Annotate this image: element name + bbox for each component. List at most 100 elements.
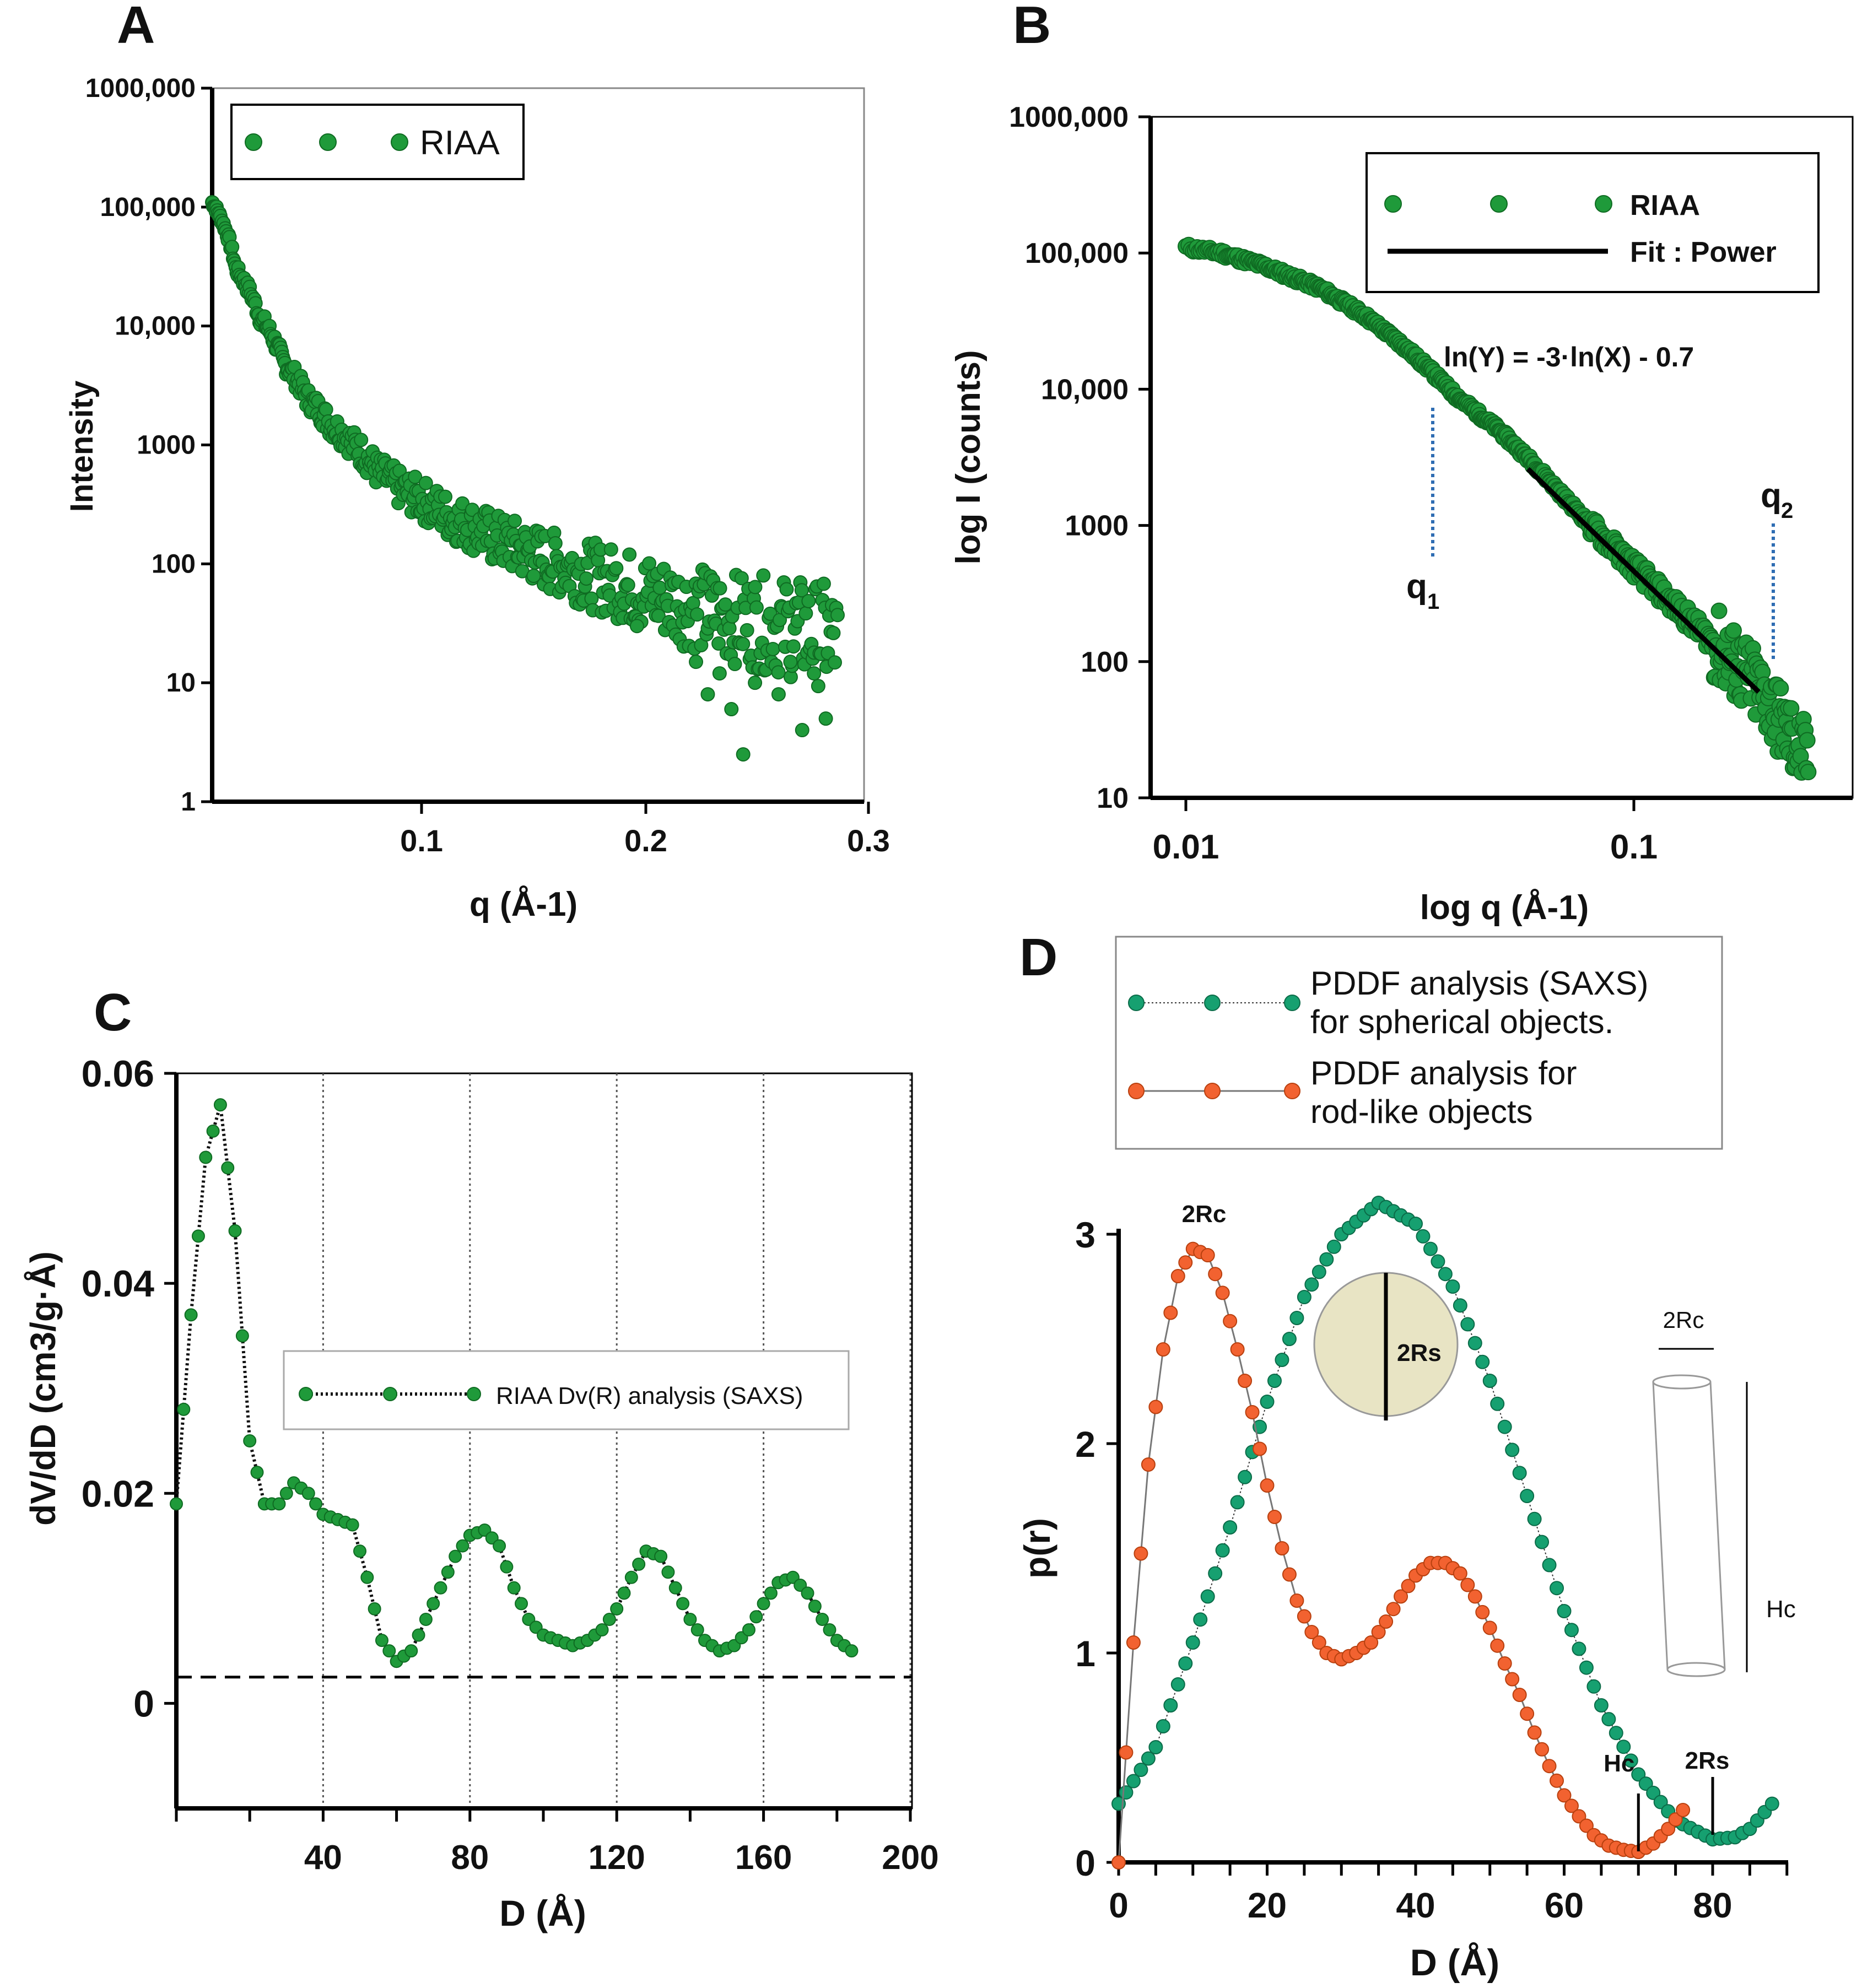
y-tick-label: 3 xyxy=(1075,1214,1095,1255)
x-tick-label: 40 xyxy=(304,1839,342,1877)
x-axis-label: log q (Å-1) xyxy=(1420,889,1589,927)
y-tick-label: 0.02 xyxy=(82,1473,154,1515)
x-tick-label: 0 xyxy=(1109,1886,1129,1925)
rod-side-right xyxy=(1709,1381,1726,1670)
data-point xyxy=(228,1224,242,1238)
data-point-spherical xyxy=(1260,1395,1275,1409)
x-tick-label: 60 xyxy=(1545,1886,1584,1925)
data-point xyxy=(1799,732,1816,749)
data-point-spherical xyxy=(1490,1396,1505,1411)
legend-marker xyxy=(319,133,337,151)
data-point xyxy=(1800,764,1817,781)
data-point xyxy=(184,1308,198,1322)
y-tick-label: 10 xyxy=(166,668,196,698)
data-point xyxy=(642,556,657,571)
data-point xyxy=(449,1549,462,1563)
data-point-rod xyxy=(1134,1546,1148,1561)
data-point-spherical xyxy=(1653,1795,1668,1809)
data-point xyxy=(1725,622,1742,639)
data-point xyxy=(798,606,813,621)
data-point xyxy=(199,1150,213,1164)
data-point-spherical xyxy=(1616,1740,1631,1754)
data-point-spherical xyxy=(1282,1332,1297,1346)
data-point xyxy=(1710,602,1728,619)
data-point-spherical xyxy=(1408,1217,1423,1231)
data-point xyxy=(795,723,809,738)
y-axis-label: log I (counts) xyxy=(949,350,987,564)
data-point-spherical xyxy=(1564,1623,1579,1638)
data-point-rod xyxy=(1111,1855,1126,1870)
data-point-rod xyxy=(1170,1269,1185,1283)
data-point xyxy=(786,639,801,654)
data-point-rod xyxy=(1267,1510,1282,1524)
data-point-spherical xyxy=(1623,1753,1638,1768)
data-point xyxy=(441,1565,455,1579)
data-point xyxy=(722,621,737,636)
legend-marker xyxy=(1128,995,1145,1011)
legend-marker xyxy=(383,1387,397,1401)
data-point xyxy=(500,1560,514,1574)
data-point xyxy=(749,600,764,615)
data-point xyxy=(749,1610,763,1624)
data-point xyxy=(427,1597,440,1611)
data-point-spherical xyxy=(1609,1726,1623,1741)
data-point xyxy=(690,607,705,622)
data-point xyxy=(734,571,749,586)
data-point-rod xyxy=(1467,1589,1482,1604)
data-point-spherical xyxy=(1594,1698,1609,1713)
data-point-spherical xyxy=(1119,1785,1134,1800)
data-point xyxy=(712,666,727,681)
data-point-spherical xyxy=(1475,1354,1490,1369)
data-point-spherical xyxy=(1542,1558,1557,1573)
data-point-spherical xyxy=(1631,1767,1646,1782)
x-tick-label: 80 xyxy=(451,1839,489,1877)
data-point-spherical xyxy=(1156,1719,1170,1733)
data-point xyxy=(779,582,794,597)
y-tick-label: 100,000 xyxy=(100,193,196,222)
data-point-rod xyxy=(1379,1614,1394,1629)
data-point-spherical xyxy=(1416,1229,1431,1244)
data-point xyxy=(354,433,369,447)
panel-label-c: C xyxy=(94,983,132,1042)
data-point-spherical xyxy=(1482,1374,1497,1388)
data-point xyxy=(624,1570,638,1584)
y-tick-label: 100 xyxy=(152,549,196,579)
data-point-rod xyxy=(1497,1656,1512,1671)
legend-marker xyxy=(299,1387,313,1401)
hc-marker-label: Hc xyxy=(1604,1750,1634,1777)
data-point-spherical xyxy=(1550,1581,1564,1596)
data-point xyxy=(683,1612,697,1626)
x-tick-label: 0.2 xyxy=(624,823,667,858)
y-tick-label: 2 xyxy=(1075,1424,1095,1465)
data-point xyxy=(801,593,816,608)
y-tick-label: 0 xyxy=(1075,1843,1095,1883)
data-point xyxy=(235,1329,249,1343)
legend-box xyxy=(1366,152,1820,293)
data-point xyxy=(579,571,593,586)
data-point xyxy=(676,1597,690,1611)
data-point xyxy=(756,568,771,583)
data-point xyxy=(191,1229,205,1243)
data-point-spherical xyxy=(1512,1466,1527,1481)
data-point-spherical xyxy=(1289,1311,1304,1325)
data-point-rod xyxy=(1275,1541,1289,1555)
data-point-spherical xyxy=(1304,1277,1319,1292)
data-point-spherical xyxy=(1423,1241,1438,1256)
x-tick-label: 20 xyxy=(1248,1886,1287,1925)
data-point xyxy=(1783,700,1800,717)
data-point-rod xyxy=(1238,1374,1253,1388)
data-point-rod xyxy=(1505,1672,1520,1687)
y-tick-label: 0.06 xyxy=(82,1053,154,1095)
legend-marker xyxy=(1204,1083,1221,1099)
y-tick-label: 10,000 xyxy=(1041,374,1129,406)
data-point-spherical xyxy=(1208,1566,1223,1581)
data-point xyxy=(661,1565,675,1579)
data-point xyxy=(808,1600,822,1613)
data-point-rod xyxy=(1668,1812,1683,1827)
legend-label: PDDF analysis for xyxy=(1310,1055,1577,1092)
legend-label: rod-like objects xyxy=(1310,1093,1533,1130)
data-point-rod xyxy=(1215,1285,1230,1300)
data-point xyxy=(213,1098,227,1112)
rod-height-label: Hc xyxy=(1766,1596,1796,1623)
data-point xyxy=(823,1623,836,1637)
